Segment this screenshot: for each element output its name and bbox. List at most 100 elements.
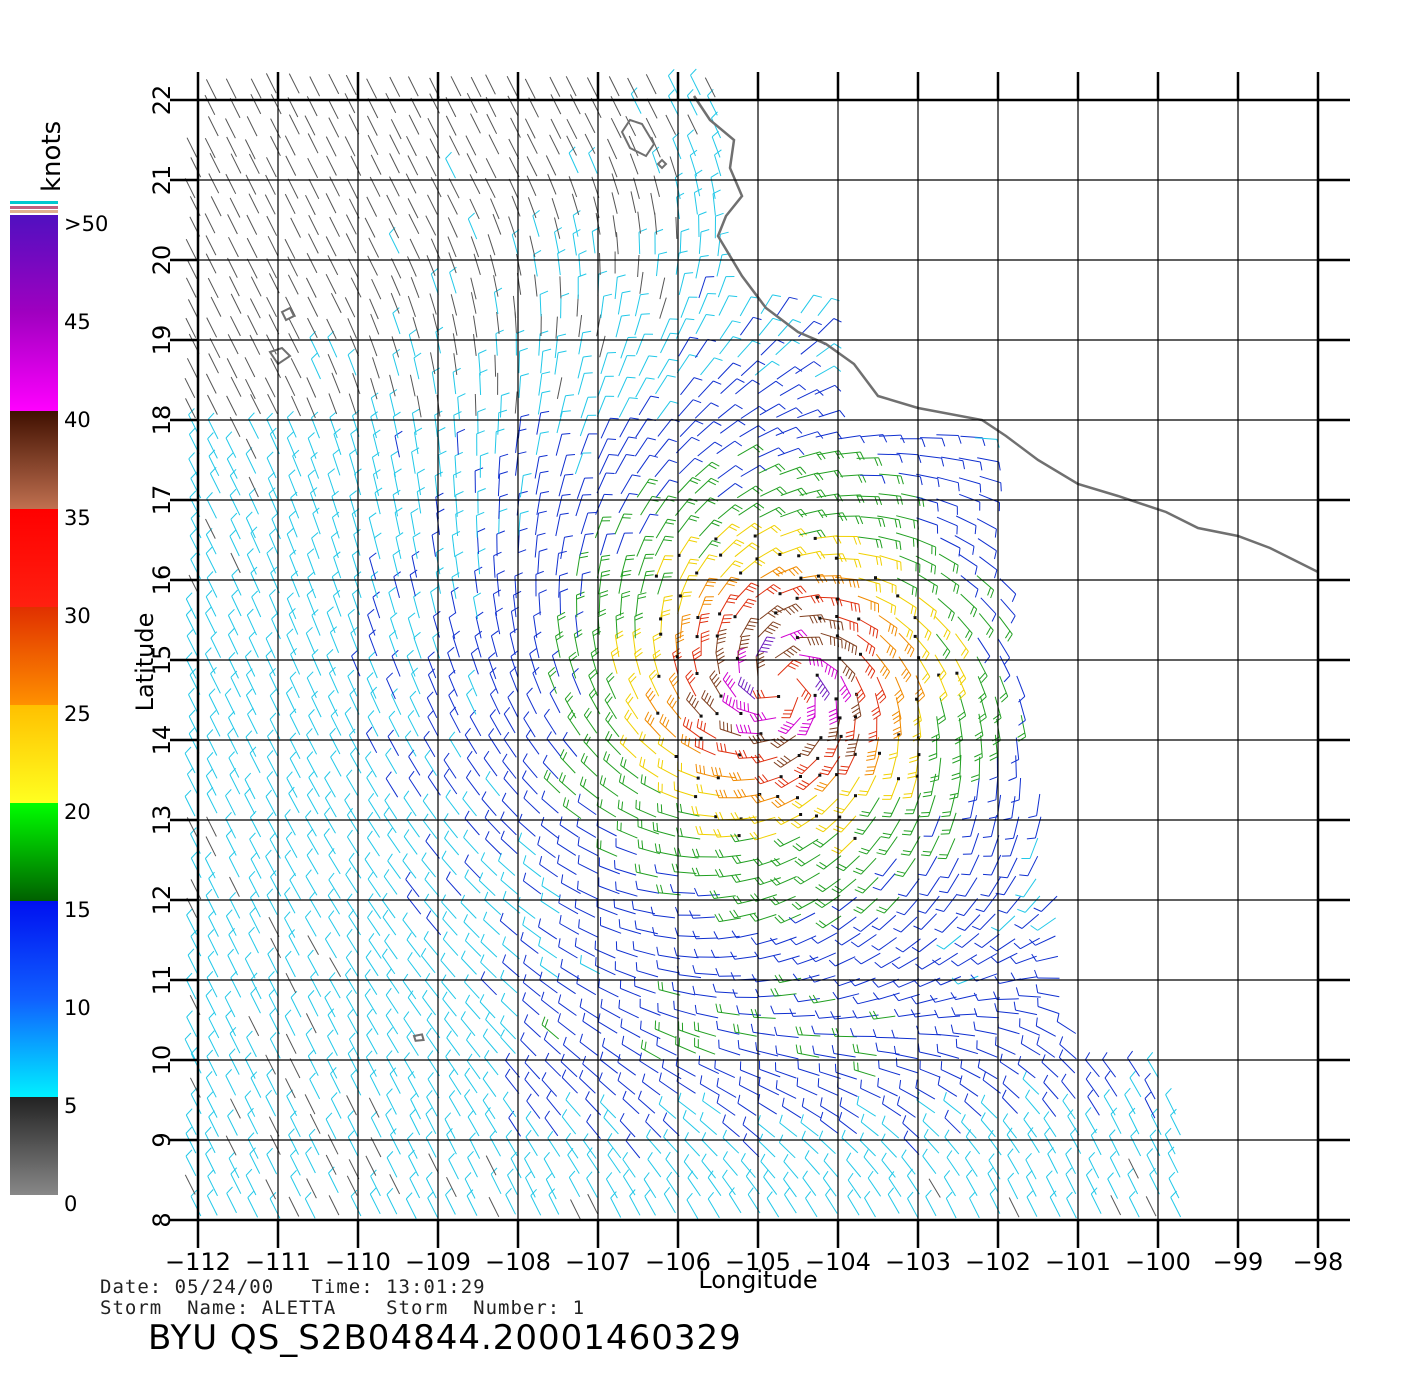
wind-barb-flag xyxy=(503,731,510,740)
wind-barb xyxy=(445,1194,456,1215)
wind-barb xyxy=(1065,1153,1076,1175)
wind-barb xyxy=(428,1153,439,1174)
wind-barb xyxy=(507,1174,518,1195)
wind-barb xyxy=(205,612,216,634)
y-tick-label: 11 xyxy=(148,965,176,996)
wind-barb-flag xyxy=(669,479,678,483)
wind-barb-flag xyxy=(537,836,541,845)
wind-barb xyxy=(782,1105,802,1119)
wind-barb-flag xyxy=(932,584,935,593)
wind-barb-flag xyxy=(740,638,750,642)
wind-barb-flag xyxy=(387,853,393,862)
wind-barb-flag xyxy=(804,1150,810,1159)
wind-barb xyxy=(976,1048,998,1058)
wind-barb xyxy=(485,1019,501,1037)
wind-barb-flag xyxy=(699,826,703,835)
wind-barb-flag xyxy=(980,1094,986,1103)
wind-barb xyxy=(427,1197,438,1218)
wind-barb xyxy=(392,354,400,376)
wind-barb xyxy=(385,778,399,798)
wind-barb-flag xyxy=(658,1072,662,1082)
wind-barb-flag xyxy=(464,932,470,941)
wind-barb xyxy=(558,946,578,959)
wind-barb-flag xyxy=(716,1094,720,1104)
wind-barb-flag xyxy=(857,692,864,700)
wind-barb xyxy=(779,1142,796,1159)
wind-barb xyxy=(600,1006,621,1019)
wind-barb xyxy=(957,616,973,634)
wind-barb xyxy=(526,133,538,154)
wind-barb xyxy=(856,1104,876,1117)
wind-barb-flag xyxy=(566,454,576,456)
wind-barb xyxy=(395,537,402,559)
wind-barb xyxy=(563,1044,581,1060)
wind-barb xyxy=(636,536,646,557)
wind-barb-flag xyxy=(190,511,198,519)
wind-barb xyxy=(225,173,237,195)
wind-barb xyxy=(306,252,318,274)
wind-barb-flag xyxy=(965,1129,972,1137)
wind-barb-flag xyxy=(776,759,785,766)
wind-barb-flag xyxy=(522,855,527,864)
wind-barb xyxy=(862,877,879,894)
wind-barb xyxy=(819,1071,841,1079)
wind-barb-flag xyxy=(962,460,965,470)
wind-barb xyxy=(698,231,702,254)
wind-barb-flag xyxy=(384,793,391,801)
wind-barb xyxy=(937,1051,960,1059)
wind-barb xyxy=(579,1006,599,1020)
wind-barb xyxy=(659,721,677,738)
wind-barb-flag xyxy=(540,431,549,434)
wind-barb-flag xyxy=(1006,1127,1013,1136)
wind-barb xyxy=(777,447,799,457)
wind-barb-flag xyxy=(500,811,505,820)
wind-barb-flag xyxy=(1036,1036,1040,1045)
wind-barb xyxy=(288,475,298,497)
wind-barb xyxy=(517,904,536,919)
wind-barb xyxy=(495,333,498,356)
wind-barb xyxy=(587,1193,599,1215)
wind-barb-flag xyxy=(479,994,485,1003)
wind-barb-flag xyxy=(687,737,691,747)
wind-barb-flag xyxy=(206,1091,214,1099)
wind-barb-flag xyxy=(769,937,777,945)
wind-barb xyxy=(970,796,976,818)
wind-barb xyxy=(511,195,521,217)
wind-barb xyxy=(1085,1078,1100,1098)
wind-barb xyxy=(781,776,801,789)
wind-barb xyxy=(639,513,651,534)
wind-barb xyxy=(559,756,576,774)
wind-barb-flag xyxy=(930,775,940,779)
wind-barb xyxy=(390,1134,401,1155)
wind-barb xyxy=(818,1015,841,1019)
wind-barb xyxy=(650,192,656,215)
wind-barb xyxy=(996,938,1016,952)
wind-barb-flag xyxy=(922,794,932,798)
wind-barb xyxy=(722,1176,736,1196)
wind-barb-flag xyxy=(648,355,658,358)
wind-barb xyxy=(386,975,400,994)
wind-barb-flag xyxy=(797,529,804,537)
wind-barb-flag xyxy=(286,431,294,439)
wind-barb-flag xyxy=(851,703,859,710)
wind-barb-flag xyxy=(718,868,724,877)
wind-barb xyxy=(533,254,538,277)
wind-barb-flag xyxy=(494,287,503,293)
wind-barb-flag xyxy=(664,595,673,598)
wind-barb-flag xyxy=(994,529,997,538)
wind-barb xyxy=(207,419,219,440)
wind-barb-flag xyxy=(350,1189,358,1197)
wind-barb xyxy=(554,352,559,375)
wind-barb-flag xyxy=(832,535,838,545)
wind-barb-flag xyxy=(794,860,802,867)
wind-barb-flag xyxy=(738,750,744,759)
wind-barb xyxy=(519,475,524,498)
wind-barb-flag xyxy=(798,730,808,732)
wind-barb-flag xyxy=(427,769,434,778)
wind-barb-flag xyxy=(910,1009,916,1018)
wind-barb-flag xyxy=(683,1154,690,1162)
wind-barb-flag xyxy=(806,695,812,704)
wind-barb-flag xyxy=(918,497,921,507)
